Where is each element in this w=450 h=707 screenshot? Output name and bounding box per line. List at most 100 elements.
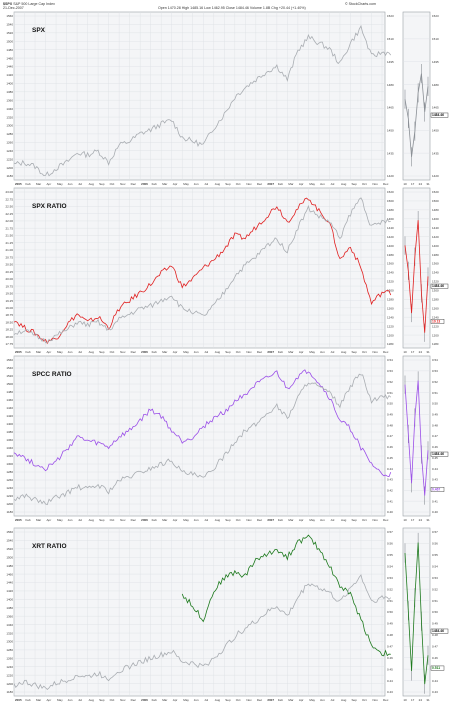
x-tick-label: Jun xyxy=(194,518,199,522)
x-tick-label: Nov xyxy=(372,518,378,522)
symbol: $SPX xyxy=(3,2,13,6)
right-tick-label: 0.52 xyxy=(387,587,393,591)
y-tick-label: 1420 xyxy=(6,589,13,593)
inset-tick-label: 0.52 xyxy=(432,587,438,591)
x-tick-label: May xyxy=(309,350,315,354)
inset-tick-label: 0.49 xyxy=(432,412,438,416)
x-tick-label: Jun xyxy=(68,698,73,702)
right-tick-label: 0.55 xyxy=(387,553,393,557)
inset-tick-label: 0.51 xyxy=(432,599,438,603)
y-tick-label: 22.25 xyxy=(5,212,13,216)
y-tick-label: 1380 xyxy=(6,430,13,434)
x-tick-label: Dec xyxy=(257,182,263,186)
panel-title: SPX xyxy=(32,27,46,34)
y-tick-label: 1340 xyxy=(6,107,13,111)
x-tick-label: Oct xyxy=(362,698,367,702)
y-tick-label: 1280 xyxy=(6,470,13,474)
x-tick-label: Jul xyxy=(78,350,82,354)
series-line xyxy=(13,373,392,506)
inset-tick-label: 0.43 xyxy=(432,690,438,694)
inset-x-tick-label: 24 xyxy=(419,518,423,522)
inset-x-tick-label: 24 xyxy=(419,350,423,354)
y-tick-label: 1560 xyxy=(6,358,13,362)
right-tick-label: 1340 xyxy=(387,271,394,275)
inset-tick-label: 1200 xyxy=(432,333,439,337)
y-tick-label: 1400 xyxy=(6,598,13,602)
inset-x-tick-label: 17 xyxy=(411,182,415,186)
x-tick-label: Sep xyxy=(99,518,105,522)
x-tick-label: Aug xyxy=(341,350,347,354)
y-tick-label: 1220 xyxy=(6,157,13,161)
x-tick-label: Dec xyxy=(131,518,137,522)
x-tick-label: Dec xyxy=(257,350,263,354)
y-tick-label: 22.75 xyxy=(5,197,13,201)
right-tick-label: 0.44 xyxy=(387,679,393,683)
x-tick-label: 2005 xyxy=(15,350,22,354)
y-tick-label: 1180 xyxy=(7,174,14,178)
last-value-box xyxy=(430,112,449,118)
x-tick-label: Mar xyxy=(288,182,293,186)
quote-line: Open 1470.28 High 1485.16 Low 1462.95 Cl… xyxy=(158,6,306,10)
right-tick-label: 0.46 xyxy=(387,445,393,449)
inset-tick-label: 1495 xyxy=(432,60,439,64)
right-tick-label: 0.50 xyxy=(387,610,393,614)
x-tick-label: Apr xyxy=(173,698,178,702)
x-tick-label: Nov xyxy=(372,350,378,354)
y-tick-label: 20.00 xyxy=(5,277,13,281)
x-tick-label: Oct xyxy=(236,350,241,354)
inset-tick-label: 0.41 xyxy=(432,499,438,503)
y-tick-label: 19.25 xyxy=(5,299,13,303)
inset-tick-label: 0.44 xyxy=(432,679,438,683)
x-tick-label: Mar xyxy=(162,350,167,354)
x-tick-label: Apr xyxy=(47,182,52,186)
y-tick-label: 1500 xyxy=(6,555,13,559)
inset-x-tick-label: 17 xyxy=(411,350,415,354)
y-tick-label: 1560 xyxy=(6,530,13,534)
inset-tick-label: 1340 xyxy=(432,271,439,275)
right-tick-label: 1435 xyxy=(387,151,394,155)
right-tick-label: 0.47 xyxy=(387,434,393,438)
last-value-box xyxy=(430,283,449,289)
inset-tick-label: 1260 xyxy=(432,306,439,310)
x-tick-label: Jul xyxy=(330,698,334,702)
x-tick-label: Sep xyxy=(225,698,231,702)
right-tick-label: 1180 xyxy=(387,342,394,346)
series-line xyxy=(181,534,391,657)
y-tick-label: 1540 xyxy=(6,23,13,27)
series-line xyxy=(13,197,392,345)
inset-line xyxy=(404,542,429,685)
inset-tick-label: 1520 xyxy=(432,190,439,194)
quote-date: 21-Dec-2007 xyxy=(3,6,24,10)
inset-line xyxy=(404,73,429,157)
x-tick-label: 2005 xyxy=(15,182,22,186)
y-tick-label: 18.75 xyxy=(5,313,13,317)
inset-tick-label: 0.49 xyxy=(432,622,438,626)
y-tick-label: 1240 xyxy=(6,149,13,153)
x-tick-label: Dec xyxy=(383,350,389,354)
right-tick-label: 1300 xyxy=(387,289,394,293)
panel-title: SPCC RATIO xyxy=(32,371,72,378)
y-tick-label: 1520 xyxy=(6,31,13,35)
y-tick-label: 1220 xyxy=(6,494,13,498)
right-tick-label: 0.57 xyxy=(387,530,393,534)
right-tick-label: 1260 xyxy=(387,306,394,310)
y-tick-label: 23.00 xyxy=(5,190,13,194)
right-tick-label: 1380 xyxy=(387,253,394,257)
right-tick-label: 0.46 xyxy=(387,656,393,660)
x-tick-label: Oct xyxy=(236,182,241,186)
right-tick-label: 1360 xyxy=(387,262,394,266)
x-tick-label: Mar xyxy=(36,698,41,702)
x-tick-label: Aug xyxy=(341,182,347,186)
last-ratio-box xyxy=(430,665,445,671)
right-tick-label: 1220 xyxy=(387,324,394,328)
last-ratio-label: 19.13 xyxy=(432,319,440,323)
right-tick-label: 1200 xyxy=(387,333,394,337)
inset-tick-label: 0.53 xyxy=(432,576,438,580)
x-tick-label: Feb xyxy=(278,698,284,702)
x-tick-label: Mar xyxy=(36,350,41,354)
x-tick-label: Dec xyxy=(257,518,263,522)
y-tick-label: 1300 xyxy=(6,124,13,128)
inset-bg xyxy=(402,11,431,181)
inset-x-tick-label: 31 xyxy=(426,518,430,522)
